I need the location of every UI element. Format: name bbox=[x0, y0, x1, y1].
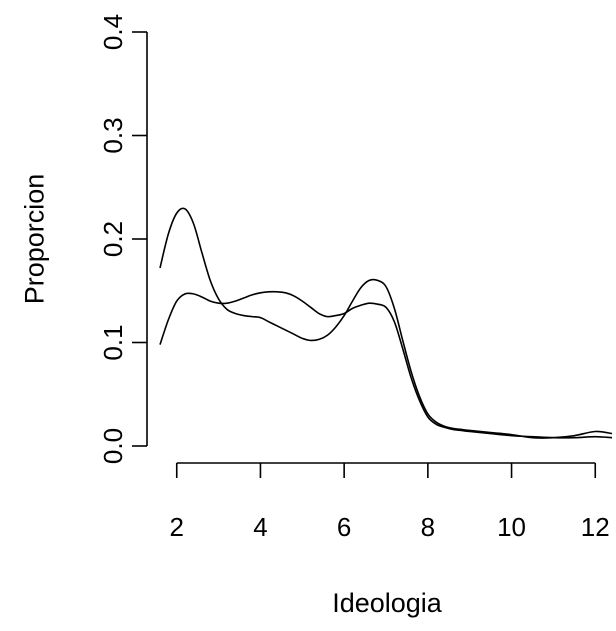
y-tick-label: 0.1 bbox=[98, 324, 128, 360]
y-tick-label: 0.0 bbox=[98, 428, 128, 464]
y-tick-label: 0.3 bbox=[98, 117, 128, 153]
x-tick-label: 4 bbox=[253, 512, 267, 542]
plot-series bbox=[159, 207, 613, 439]
y-tick-label: 0.4 bbox=[98, 14, 128, 50]
x-tick-label: 6 bbox=[337, 512, 351, 542]
density-line-2 bbox=[159, 290, 613, 439]
y-axis-title: Proporcion bbox=[19, 174, 49, 305]
density-line-1 bbox=[159, 207, 613, 439]
x-axis-title: Ideologia bbox=[332, 588, 443, 618]
x-tick-label: 12 bbox=[581, 512, 610, 542]
x-axis: 2 4 6 8 10 12 bbox=[170, 462, 610, 542]
x-tick-label: 2 bbox=[170, 512, 184, 542]
x-tick-label: 10 bbox=[497, 512, 526, 542]
y-tick-label: 0.2 bbox=[98, 221, 128, 257]
y-axis: 0.0 0.1 0.2 0.3 0.4 bbox=[98, 14, 148, 464]
x-tick-label: 8 bbox=[421, 512, 435, 542]
